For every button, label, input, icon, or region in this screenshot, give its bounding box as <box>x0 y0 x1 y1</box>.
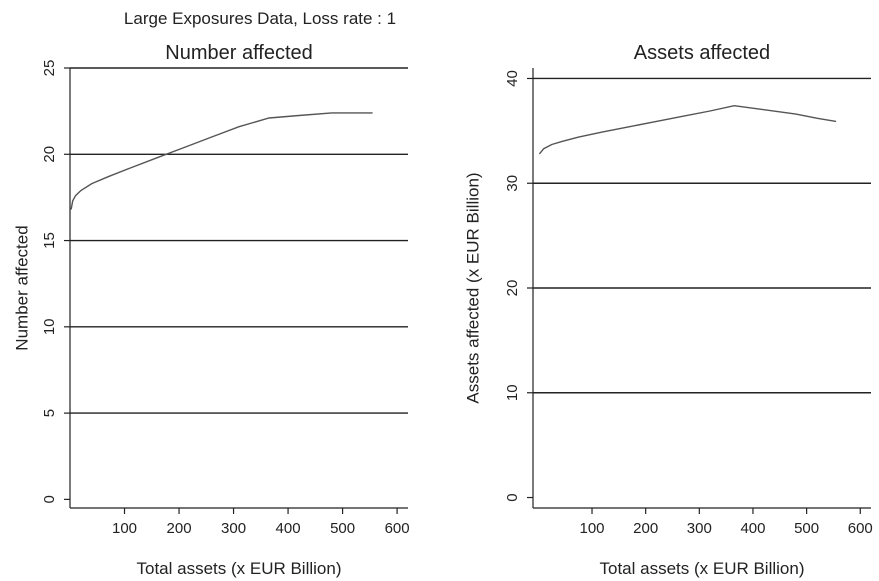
y-tick-label: 20 <box>41 146 58 163</box>
chart-title: Assets affected <box>634 42 770 64</box>
plot-area <box>70 112 373 210</box>
series-line <box>70 112 373 210</box>
x-tick-label: 200 <box>633 520 658 537</box>
y-axis-label: Assets affected (x EUR Billion) <box>463 172 482 403</box>
x-tick-label: 100 <box>580 520 605 537</box>
plot-area <box>538 104 837 155</box>
y-tick-label: 0 <box>41 495 58 503</box>
grid-lines <box>70 67 408 414</box>
x-tick-label: 500 <box>794 520 819 537</box>
x-axis-label: Total assets (x EUR Billion) <box>136 559 341 578</box>
y-tick-label: 15 <box>41 232 58 249</box>
x-ticks: 100 200 300 400 500 600 <box>112 508 410 537</box>
y-tick-label: 0 <box>504 493 521 501</box>
chart-title: Number affected <box>165 42 313 64</box>
x-axis-label: Total assets (x EUR Billion) <box>599 559 804 578</box>
x-tick-label: 300 <box>221 520 246 537</box>
x-tick-label: 500 <box>330 520 355 537</box>
x-tick-label: 400 <box>740 520 765 537</box>
y-ticks: 0 5 10 15 20 25 <box>41 60 70 504</box>
x-ticks: 100 200 300 400 500 600 <box>580 508 873 537</box>
series-line <box>538 104 837 155</box>
x-tick-label: 400 <box>276 520 301 537</box>
y-tick-label: 20 <box>504 280 521 297</box>
x-tick-label: 300 <box>687 520 712 537</box>
y-tick-label: 5 <box>41 409 58 417</box>
y-tick-label: 40 <box>504 70 521 87</box>
x-tick-label: 600 <box>848 520 873 537</box>
y-tick-label: 30 <box>504 175 521 192</box>
x-tick-label: 600 <box>385 520 410 537</box>
x-tick-label: 200 <box>167 520 192 537</box>
chart-number-affected: Number affected 0 5 10 15 20 25 100 200 300 400 5… <box>12 42 409 578</box>
y-tick-label: 10 <box>504 384 521 401</box>
chart-assets-affected: Assets affected 0 10 20 30 40 100 200 300 400 50… <box>463 42 872 578</box>
figure-super-title: Large Exposures Data, Loss rate : 1 <box>124 9 396 28</box>
grid-lines <box>533 77 871 394</box>
y-tick-label: 25 <box>41 60 58 77</box>
y-tick-label: 10 <box>41 318 58 335</box>
y-axis-label: Number affected <box>12 225 31 350</box>
y-ticks: 0 10 20 30 40 <box>504 70 533 502</box>
x-tick-label: 100 <box>112 520 137 537</box>
